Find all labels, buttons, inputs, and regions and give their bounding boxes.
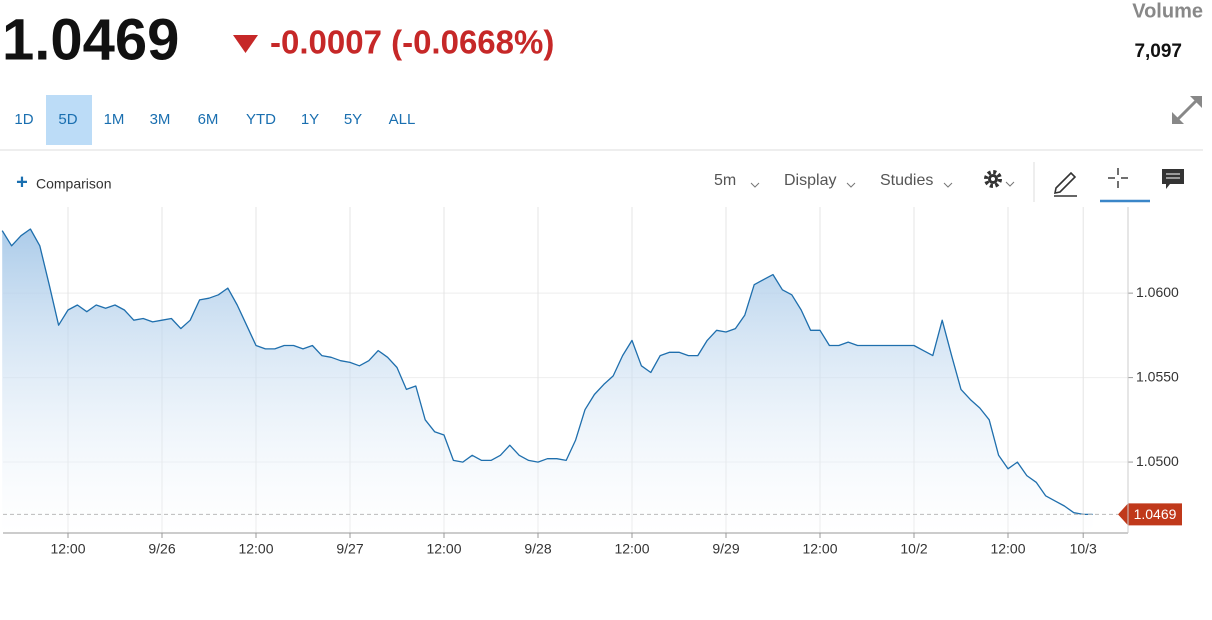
crosshair-icon[interactable]: [1108, 168, 1128, 188]
interval-menu[interactable]: 5m: [714, 172, 736, 189]
x-tick-label: 9/27: [336, 541, 363, 557]
down-arrow: [233, 35, 258, 53]
chevron: [846, 182, 856, 188]
range-button[interactable]: YTD: [246, 111, 276, 128]
range-button[interactable]: 1Y: [301, 111, 319, 128]
annotation-icon[interactable]: [1162, 169, 1184, 189]
chevron: [943, 182, 953, 188]
settings-icon[interactable]: [984, 170, 1015, 188]
price-line: [1, 228, 1093, 516]
x-tick-label: 12:00: [990, 541, 1025, 557]
area: [2, 229, 1093, 533]
x-tick-label: 12:00: [426, 541, 461, 557]
range-button[interactable]: 5D: [58, 111, 77, 128]
price: 1.0469: [2, 7, 179, 72]
x-tick-label: 12:00: [614, 541, 649, 557]
x-tick-label: 9/26: [148, 541, 175, 557]
range-selected-bg: [46, 95, 92, 145]
range-buttons: 1D 5D 1M 3M 6M YTD 1Y 5Y ALL: [14, 95, 415, 145]
y-tick-label: 1.0600: [1136, 284, 1179, 300]
studies-menu[interactable]: Studies: [880, 172, 933, 189]
price-tag-label: 1.0469: [1134, 506, 1177, 522]
comparison-button[interactable]: Comparison: [36, 176, 111, 192]
x-tick-label: 12:00: [802, 541, 837, 557]
volume: 7,097: [1134, 41, 1182, 62]
range-button[interactable]: ALL: [389, 111, 416, 128]
expand-icon[interactable]: [1172, 96, 1202, 124]
x-tick-label: 12:00: [238, 541, 273, 557]
plus-icon[interactable]: +: [16, 171, 28, 193]
x-tick-label: 9/29: [712, 541, 739, 557]
price-tag: [1118, 503, 1182, 526]
volume-label: Volume: [1132, 0, 1203, 22]
range-button[interactable]: 3M: [150, 111, 171, 128]
x-tick-label: 10/3: [1070, 541, 1097, 557]
range-button[interactable]: 5Y: [344, 111, 362, 128]
display-menu[interactable]: Display: [784, 172, 836, 189]
x-tick-label: 9/28: [524, 541, 551, 557]
x-tick-label: 12:00: [50, 541, 85, 557]
chevron: [750, 182, 760, 188]
price-change: -0.0007 (-0.0668%): [270, 24, 554, 61]
range-button[interactable]: 6M: [198, 111, 219, 128]
plot: 1.0500 1.0550 1.0600 12:00 9/26 12:00 9/27 12:0…: [1, 207, 1182, 557]
y-tick-label: 1.0550: [1136, 368, 1179, 384]
draw-icon[interactable]: [1053, 171, 1077, 197]
y-tick-label: 1.0500: [1136, 453, 1179, 469]
range-button[interactable]: 1M: [104, 111, 125, 128]
range-button[interactable]: 1D: [14, 111, 33, 128]
x-tick-label: 10/2: [900, 541, 927, 557]
